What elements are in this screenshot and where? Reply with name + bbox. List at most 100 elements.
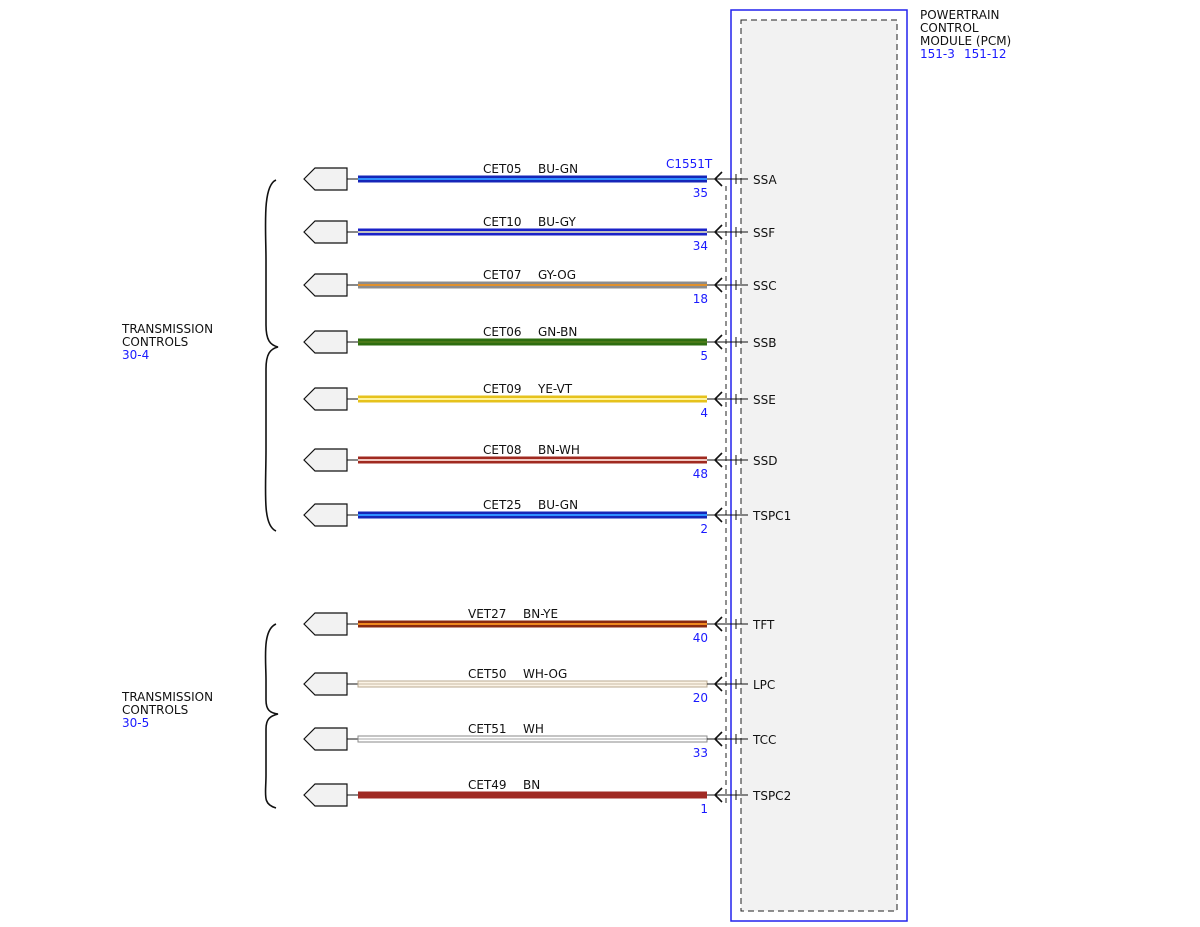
wire-stripe [358, 623, 707, 625]
wire-row: CET06 GN-BN 5 SSB [303, 325, 776, 363]
pin-number: 2 [700, 522, 708, 536]
wire-row: CET08 BN-WH 48 SSD [303, 443, 777, 481]
wire-stripe [358, 284, 707, 286]
pin-arrow-icon [713, 224, 723, 240]
wire-color-label: GY-OG [538, 268, 576, 282]
wire-color-label: BU-GN [538, 162, 578, 176]
wire-circuit-label: CET49 [468, 778, 507, 792]
wire-circuit-label: CET51 [468, 722, 507, 736]
wire-color-label: BN-YE [523, 607, 558, 621]
pcm-title-line-3: MODULE (PCM) [920, 34, 1011, 48]
inline-connector-icon[interactable] [303, 448, 348, 472]
signal-name: LPC [753, 678, 775, 692]
wire-circuit-label: CET25 [483, 498, 522, 512]
wire-circuit-label: CET08 [483, 443, 522, 457]
connector-label[interactable]: C1551T [666, 157, 713, 171]
pin-arrow-icon [713, 616, 723, 632]
pin-number: 1 [700, 802, 708, 816]
signal-name: TFT [752, 618, 775, 632]
wire-color-label: YE-VT [537, 382, 573, 396]
group-brace-30-5 [264, 623, 279, 809]
inline-connector-icon[interactable] [303, 783, 348, 807]
signal-name: SSC [753, 279, 777, 293]
wire-stripe [358, 178, 707, 180]
wire-row: CET10 BU-GY 34 SSF [303, 215, 775, 253]
signal-name: TSPC2 [752, 789, 791, 803]
wire-color-label: BU-GY [538, 215, 576, 229]
pcm-module-outline [730, 9, 908, 922]
signal-name: SSD [753, 454, 777, 468]
wire-circuit-label: VET27 [468, 607, 506, 621]
group-30-4-label-line-2: CONTROLS [122, 335, 188, 349]
wire-color-label: WH [523, 722, 544, 736]
wire-stripe [358, 231, 707, 233]
wire-row: VET27 BN-YE 40 TFT [303, 607, 775, 645]
signal-name: TSPC1 [752, 509, 791, 523]
signal-name: SSB [753, 336, 776, 350]
wire-circuit-label: CET06 [483, 325, 522, 339]
wire-row: CET50 WH-OG 20 LPC [303, 667, 775, 705]
pin-number: 5 [700, 349, 708, 363]
pin-number: 48 [693, 467, 708, 481]
wire-color-label: WH-OG [523, 667, 567, 681]
pcm-ref-1[interactable]: 151-3 [920, 47, 955, 61]
pin-arrow-icon [713, 334, 723, 350]
pcm-title-line-1: POWERTRAIN [920, 8, 1000, 22]
pcm-module-body [740, 19, 898, 912]
inline-connector-icon[interactable] [303, 220, 348, 244]
group-30-5-label-line-1: TRANSMISSION [121, 690, 213, 704]
wire-row: CET07 GY-OG 18 SSC [303, 268, 777, 306]
group-30-5-ref[interactable]: 30-5 [122, 716, 149, 730]
pin-arrow-icon [713, 452, 723, 468]
signal-name: SSA [753, 173, 777, 187]
wire-color-label: BN-WH [538, 443, 580, 457]
pin-arrow-icon [713, 731, 723, 747]
pin-number: 35 [693, 186, 708, 200]
wire-list: CET05 BU-GN 35 SSA CET10 BU-GY 34 SSF CET07 GY-OG… [303, 162, 791, 816]
group-30-4-label-line-1: TRANSMISSION [121, 322, 213, 336]
wire-row: CET05 BU-GN 35 SSA [303, 162, 777, 200]
pin-arrow-icon [713, 277, 723, 293]
pcm-ref-2[interactable]: 151-12 [964, 47, 1007, 61]
wire-color-label: BN [523, 778, 540, 792]
signal-name: TCC [752, 733, 776, 747]
signal-name: SSE [753, 393, 776, 407]
pin-number: 33 [693, 746, 708, 760]
pin-number: 20 [693, 691, 708, 705]
wire-circuit-label: CET50 [468, 667, 507, 681]
wire-circuit-label: CET07 [483, 268, 522, 282]
wire-stripe [358, 459, 707, 461]
pin-arrow-icon [713, 391, 723, 407]
wire-stripe [358, 514, 707, 516]
wire-stripe [358, 398, 707, 400]
group-30-4-ref[interactable]: 30-4 [122, 348, 149, 362]
wire-circuit-label: CET10 [483, 215, 522, 229]
pcm-title-line-2: CONTROL [920, 21, 979, 35]
pin-number: 34 [693, 239, 708, 253]
pin-arrow-icon [713, 787, 723, 803]
wire-color-label: BU-GN [538, 498, 578, 512]
inline-connector-icon[interactable] [303, 387, 348, 411]
wire-row: CET51 WH 33 TCC [303, 722, 776, 760]
pin-arrow-icon [713, 676, 723, 692]
group-30-5-label-line-2: CONTROLS [122, 703, 188, 717]
inline-connector-icon[interactable] [303, 167, 348, 191]
wire-row: CET49 BN 1 TSPC2 [303, 778, 791, 816]
inline-connector-icon[interactable] [303, 330, 348, 354]
pin-number: 40 [693, 631, 708, 645]
wire-stripe [358, 341, 707, 343]
inline-connector-icon[interactable] [303, 503, 348, 527]
inline-connector-icon[interactable] [303, 273, 348, 297]
wire-color-label: GN-BN [538, 325, 577, 339]
inline-connector-icon[interactable] [303, 672, 348, 696]
inline-connector-icon[interactable] [303, 612, 348, 636]
signal-name: SSF [753, 226, 775, 240]
group-brace-30-4 [264, 179, 279, 532]
wire-circuit-label: CET05 [483, 162, 522, 176]
pin-number: 4 [700, 406, 708, 420]
wire-stripe [358, 794, 707, 796]
wire-circuit-label: CET09 [483, 382, 522, 396]
pin-arrow-icon [713, 171, 723, 187]
inline-connector-icon[interactable] [303, 727, 348, 751]
